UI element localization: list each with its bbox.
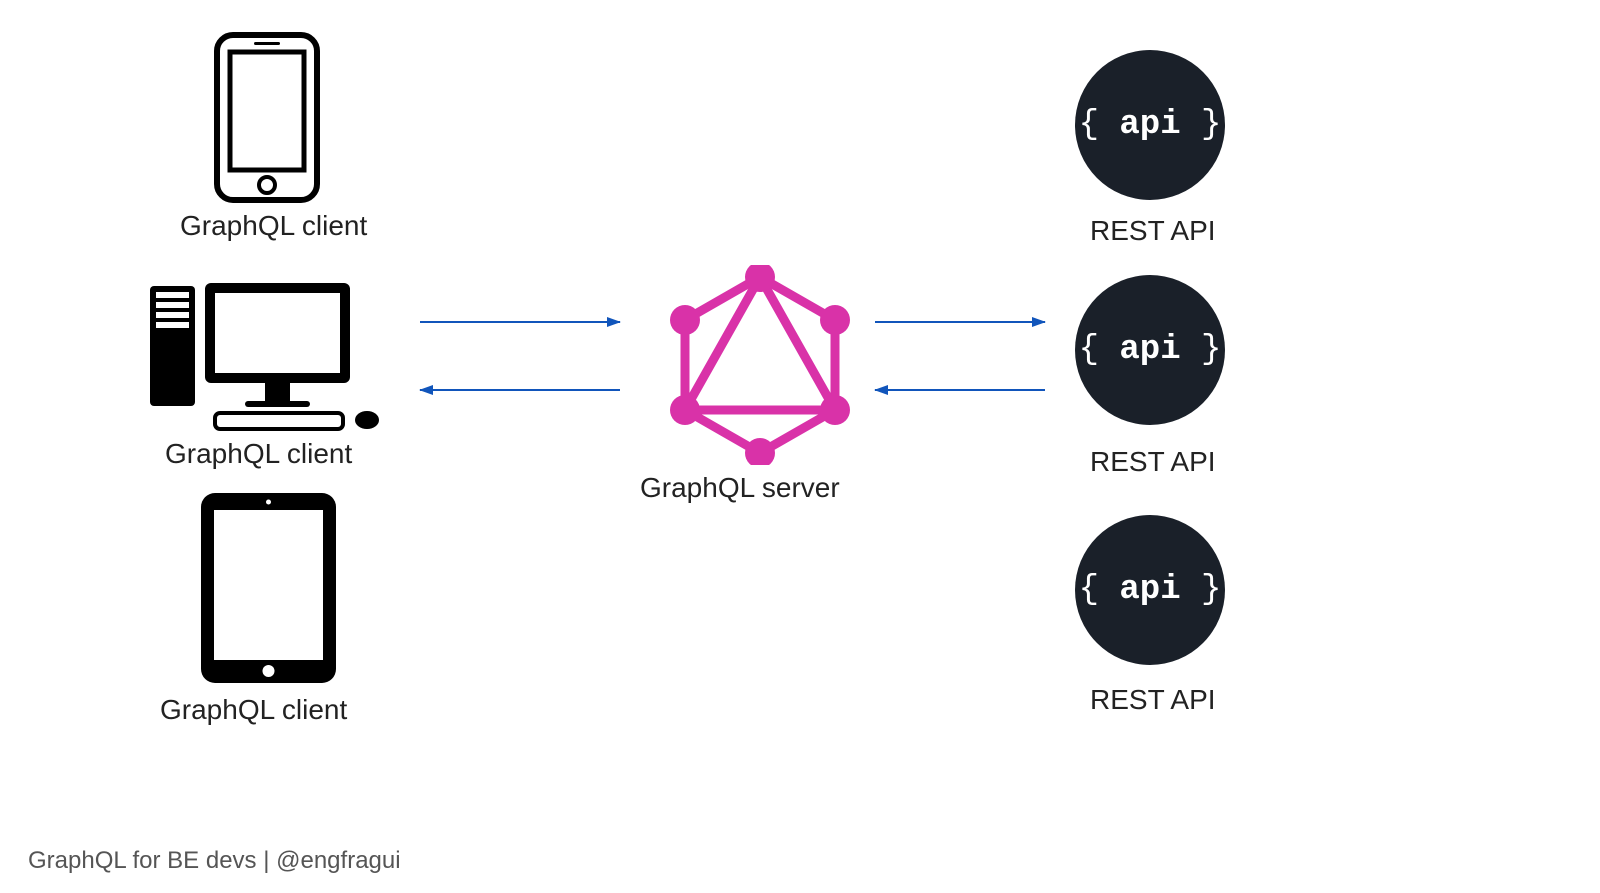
server-label: GraphQL server [640, 472, 840, 504]
footer-credit: GraphQL for BE devs | @engfragui [28, 847, 401, 875]
tablet-label: GraphQL client [160, 694, 347, 726]
phone-icon [212, 30, 322, 205]
rest-api-badge-3: { api } [1075, 515, 1225, 665]
rest-api-label-1: REST API [1090, 215, 1216, 247]
rest-api-badge-1: { api } [1075, 50, 1225, 200]
tablet-icon [196, 488, 341, 688]
rest-api-badge-2: { api } [1075, 275, 1225, 425]
rest-api-label-3: REST API [1090, 684, 1216, 716]
phone-label: GraphQL client [180, 210, 367, 242]
graphql-icon [670, 265, 850, 465]
desktop-icon [145, 278, 390, 433]
rest-api-label-2: REST API [1090, 446, 1216, 478]
desktop-label: GraphQL client [165, 438, 352, 470]
